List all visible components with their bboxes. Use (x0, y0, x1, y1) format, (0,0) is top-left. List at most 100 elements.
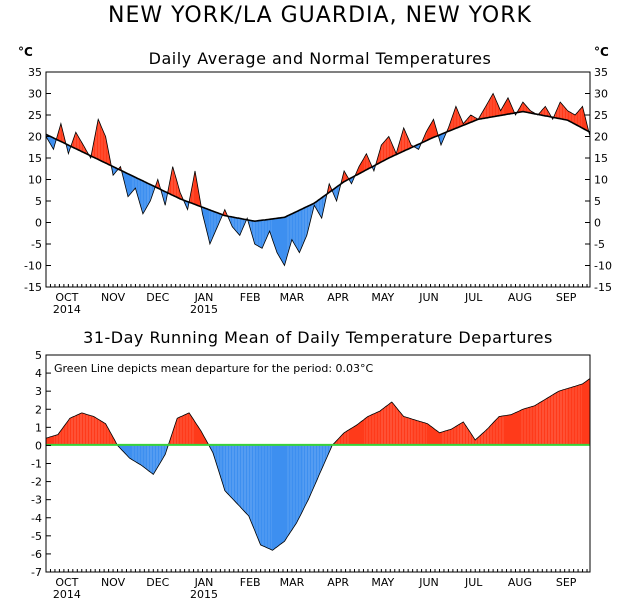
bottom-fill-day-336 (546, 397, 549, 446)
bottom-fill-day-360 (582, 382, 584, 446)
top-fill-day-361 (584, 112, 586, 130)
bottom-fill-day-299 (491, 422, 494, 446)
bottom-fill-day-7 (56, 434, 58, 446)
bottom-fill-day-184 (320, 445, 322, 473)
bottom-fill-day-209 (357, 423, 359, 446)
bottom-fill-day-179 (312, 445, 315, 490)
top-fill-day-52 (123, 171, 125, 185)
bottom-fill-day-8 (57, 432, 60, 446)
top-fill-day-67 (145, 182, 148, 209)
bottom-fill-day-147 (265, 445, 267, 548)
bottom-fill-day-251 (420, 421, 422, 446)
bottom-fill-day-327 (533, 405, 535, 446)
bottom-fill-day-202 (347, 430, 349, 446)
bottom-fill-day-239 (402, 414, 404, 446)
bottom-left-tick-label: -1 (31, 458, 42, 471)
bottom-fill-day-146 (263, 445, 266, 547)
top-right-unit-label: °C (594, 45, 609, 59)
bottom-fill-day-32 (93, 416, 96, 446)
bottom-fill-day-255 (426, 423, 428, 446)
bottom-fill-day-117 (220, 445, 222, 482)
top-fill-day-286 (472, 115, 474, 122)
bottom-fill-day-3 (50, 436, 52, 446)
bottom-fill-day-236 (397, 409, 400, 446)
top-fill-day-162 (287, 215, 289, 256)
bottom-fill-day-181 (315, 445, 318, 483)
bottom-fill-day-139 (253, 445, 255, 531)
bottom-fill-day-69 (148, 445, 151, 473)
top-fill-day-174 (305, 206, 307, 239)
bottom-fill-day-232 (391, 402, 394, 446)
top-left-tick-label: -5 (31, 238, 42, 251)
top-fill-day-351 (569, 111, 571, 122)
bottom-fill-day-282 (466, 426, 468, 446)
bottom-fill-day-116 (218, 445, 221, 477)
bottom-fill-day-142 (257, 445, 260, 542)
top-fill-day-35 (98, 119, 100, 161)
top-fill-day-276 (457, 109, 459, 128)
bottom-fill-day-356 (576, 385, 579, 446)
mean-departure-annotation: Green Line depicts mean departure for th… (54, 362, 374, 375)
top-fill-day-22 (78, 137, 81, 151)
top-right-tick-label: 30 (594, 88, 608, 101)
bottom-fill-day-292 (481, 433, 483, 446)
bottom-month-label: DEC (146, 576, 169, 589)
bottom-month-label: JUN (418, 576, 439, 589)
top-fill-day-116 (218, 213, 221, 224)
top-fill-day-164 (290, 213, 292, 245)
top-fill-day-241 (405, 131, 407, 151)
bottom-fill-day-148 (266, 445, 269, 549)
bottom-fill-day-187 (324, 445, 327, 463)
bottom-fill-day-74 (156, 445, 158, 470)
bottom-fill-day-359 (581, 383, 583, 446)
top-fill-day-23 (80, 139, 82, 152)
top-month-label: JAN (194, 291, 214, 304)
bottom-fill-day-311 (509, 414, 511, 446)
top-fill-day-83 (169, 174, 172, 195)
bottom-fill-day-138 (251, 445, 254, 527)
bottom-fill-day-52 (123, 445, 125, 454)
bottom-fill-day-141 (256, 445, 258, 538)
bottom-fill-day-4 (52, 435, 54, 446)
bottom-fill-day-343 (557, 391, 559, 446)
bottom-fill-day-169 (297, 445, 300, 521)
top-fill-day-182 (317, 199, 319, 213)
top-fill-day-284 (469, 115, 471, 123)
bottom-fill-day-297 (488, 426, 491, 446)
bottom-fill-day-168 (296, 445, 298, 524)
bottom-fill-day-21 (77, 414, 79, 446)
bottom-fill-day-290 (478, 435, 480, 446)
top-right-tick-label: -15 (594, 281, 612, 294)
top-fill-day-211 (360, 161, 362, 173)
top-fill-day-114 (215, 212, 218, 231)
bottom-fill-day-11 (62, 426, 64, 446)
bottom-fill-day-201 (345, 430, 348, 446)
departure-line (45, 378, 591, 551)
bottom-fill-day-173 (303, 445, 306, 509)
top-fill-day-308 (505, 100, 507, 115)
top-fill-day-128 (236, 217, 239, 234)
bottom-fill-day-143 (259, 445, 261, 545)
bottom-fill-day-25 (83, 413, 85, 446)
top-fill-day-99 (193, 170, 195, 205)
bottom-fill-day-223 (378, 411, 380, 446)
bottom-fill-day-60 (135, 445, 137, 463)
bottom-fill-day-262 (436, 430, 438, 446)
bottom-fill-day-91 (181, 415, 184, 446)
top-right-tick-label: -5 (594, 238, 605, 251)
top-fill-day-274 (454, 106, 456, 129)
bottom-fill-day-97 (190, 415, 193, 446)
bottom-fill-day-89 (178, 416, 181, 446)
bottom-fill-day-86 (174, 422, 176, 446)
bottom-fill-day-65 (142, 445, 145, 468)
top-fill-day-163 (288, 214, 291, 250)
bottom-fill-day-352 (570, 387, 573, 446)
bottom-fill-day-104 (201, 430, 203, 446)
bottom-fill-day-95 (187, 412, 190, 446)
bottom-fill-day-170 (299, 445, 301, 518)
bottom-fill-day-295 (485, 429, 488, 446)
bottom-fill-day-357 (578, 384, 580, 446)
bottom-fill-day-340 (552, 393, 555, 446)
bottom-fill-day-42 (108, 429, 111, 446)
daily-average-line (45, 92, 591, 267)
